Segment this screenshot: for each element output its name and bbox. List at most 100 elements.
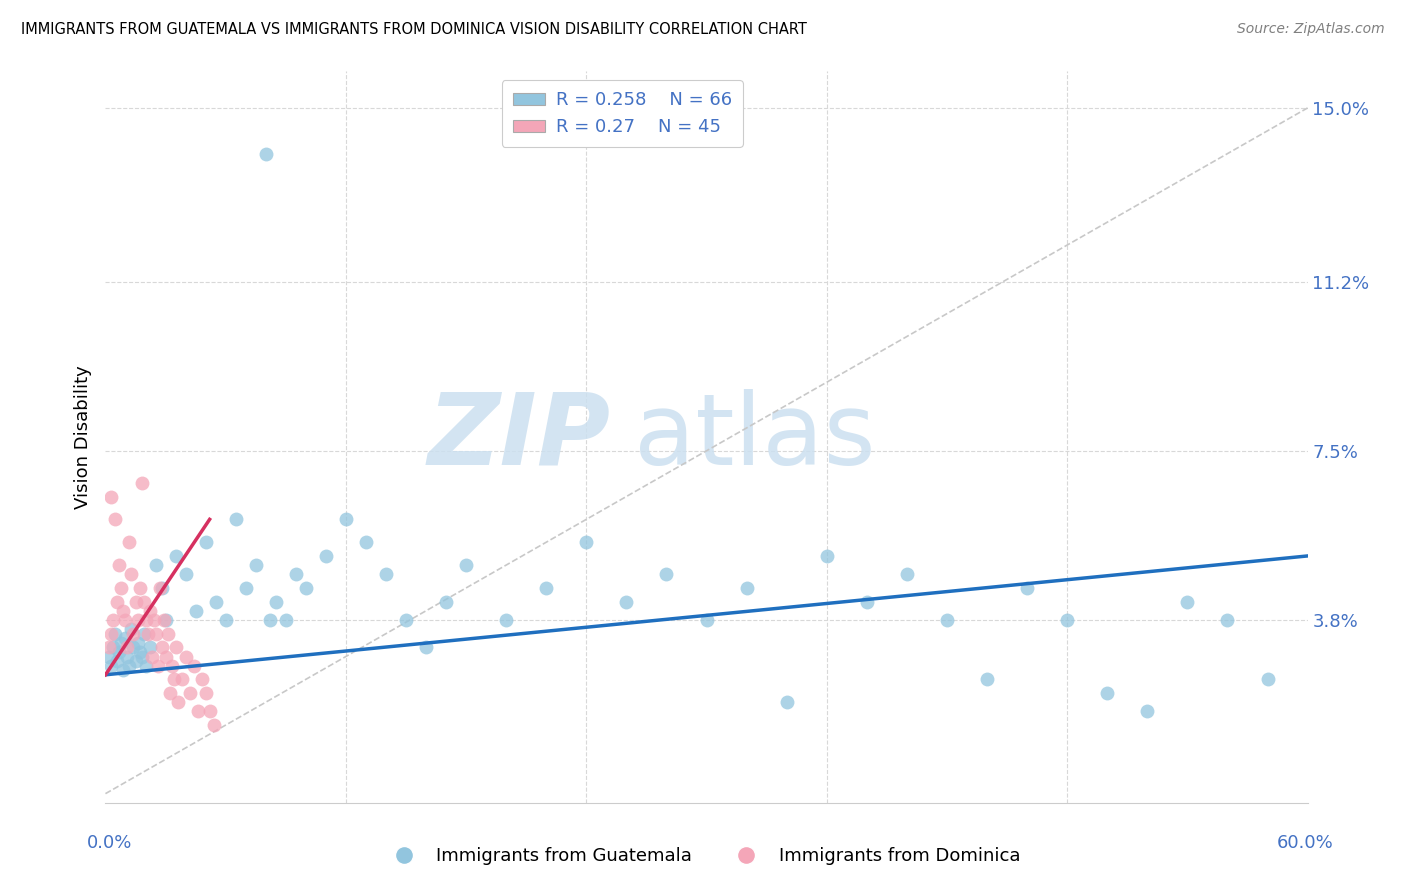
Point (160, 658, 183, 673)
Point (166, 695, 188, 709)
Point (148, 581, 170, 595)
Point (155, 613, 177, 627)
Point (131, 649, 153, 664)
Point (696, 613, 718, 627)
Point (110, 636, 132, 650)
Point (1216, 613, 1239, 627)
Point (335, 512, 357, 526)
Point (124, 594, 146, 608)
Point (150, 640, 173, 655)
Point (108, 558, 131, 573)
Point (187, 705, 209, 719)
Point (415, 640, 437, 655)
Point (204, 594, 226, 608)
Text: atlas: atlas (634, 389, 876, 485)
Point (146, 658, 169, 673)
Point (194, 535, 217, 549)
Point (735, 581, 758, 595)
Point (127, 636, 149, 650)
Point (117, 649, 139, 664)
Point (117, 640, 139, 655)
Point (274, 613, 297, 627)
Point (259, 613, 281, 627)
Point (976, 673, 998, 687)
Point (183, 658, 205, 673)
Point (128, 581, 150, 595)
Point (103, 613, 125, 627)
Point (575, 535, 598, 549)
Legend: R = 0.258    N = 66, R = 0.27    N = 45: R = 0.258 N = 66, R = 0.27 N = 45 (502, 80, 742, 147)
Point (454, 558, 477, 573)
Point (434, 594, 457, 608)
Point (155, 649, 177, 664)
Point (107, 594, 129, 608)
Point (124, 654, 146, 668)
Point (214, 613, 236, 627)
Point (165, 549, 187, 563)
Point (655, 567, 678, 582)
Point (225, 512, 247, 526)
Point (936, 613, 959, 627)
Point (152, 613, 174, 627)
Text: Source: ZipAtlas.com: Source: ZipAtlas.com (1237, 22, 1385, 37)
Point (284, 567, 307, 582)
Point (100, 626, 122, 640)
Point (374, 567, 398, 582)
Point (264, 594, 287, 608)
Point (104, 512, 127, 526)
Point (138, 604, 160, 618)
Point (127, 613, 149, 627)
Point (112, 663, 135, 677)
Point (170, 673, 193, 687)
Point (184, 604, 207, 618)
Point (98, 640, 121, 655)
Point (235, 581, 257, 595)
Point (1097, 686, 1119, 700)
Point (108, 645, 131, 659)
Point (121, 622, 143, 636)
Text: ZIP: ZIP (427, 389, 610, 485)
Point (145, 558, 167, 573)
Point (138, 640, 160, 655)
Point (142, 613, 165, 627)
Point (1257, 673, 1279, 687)
Point (110, 581, 132, 595)
Point (165, 640, 187, 655)
Point (156, 626, 179, 640)
Point (855, 594, 877, 608)
Point (315, 549, 337, 563)
Point (104, 626, 127, 640)
Point (174, 649, 197, 664)
Point (114, 632, 136, 646)
Y-axis label: Vision Disability: Vision Disability (73, 365, 91, 509)
Point (815, 549, 838, 563)
Point (245, 558, 267, 573)
Point (896, 567, 918, 582)
Point (100, 490, 122, 504)
Point (118, 658, 141, 673)
Point (190, 673, 212, 687)
Point (198, 705, 221, 719)
Point (103, 640, 125, 655)
Point (128, 645, 150, 659)
Point (131, 475, 153, 490)
Text: IMMIGRANTS FROM GUATEMALA VS IMMIGRANTS FROM DOMINICA VISION DISABILITY CORRELAT: IMMIGRANTS FROM GUATEMALA VS IMMIGRANTS … (21, 22, 807, 37)
Point (534, 581, 557, 595)
Point (495, 613, 517, 627)
Point (100, 658, 122, 673)
Point (135, 613, 157, 627)
Point (616, 594, 638, 608)
Point (112, 604, 135, 618)
Point (132, 626, 155, 640)
Point (194, 686, 217, 700)
Point (162, 673, 184, 687)
Point (122, 640, 145, 655)
Point (295, 581, 318, 595)
Point (118, 535, 141, 549)
Point (174, 567, 197, 582)
Point (1056, 613, 1078, 627)
Point (141, 649, 163, 664)
Text: 0.0%: 0.0% (87, 834, 132, 852)
Point (132, 594, 155, 608)
Point (354, 535, 377, 549)
